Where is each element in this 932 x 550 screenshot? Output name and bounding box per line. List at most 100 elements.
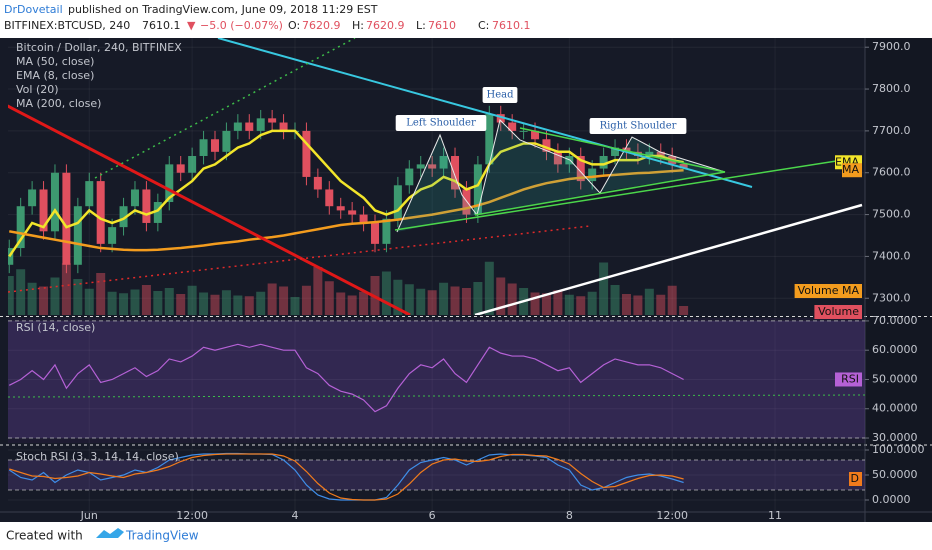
volume-bar xyxy=(221,290,231,315)
candle-body xyxy=(73,206,82,265)
trendline xyxy=(474,203,863,315)
axis-tag: Volume MA xyxy=(798,284,860,297)
pattern-outline xyxy=(396,119,726,233)
high-label: H: xyxy=(352,19,364,32)
trendline xyxy=(474,171,726,216)
candle-body xyxy=(16,206,25,249)
axis-tag: D xyxy=(851,472,859,485)
volume-bar xyxy=(541,293,551,315)
candle-body xyxy=(256,118,265,131)
axis-tag-bg xyxy=(849,472,862,486)
y-tick-label: 50.0000 xyxy=(872,372,918,385)
volume-bar xyxy=(610,285,620,315)
annotation: Right Shoulder xyxy=(600,121,677,132)
volume-bar xyxy=(130,289,140,315)
volume-bar xyxy=(141,285,151,315)
author[interactable]: DrDovetail xyxy=(4,3,63,16)
volume-bar xyxy=(656,294,666,315)
y-tick-label: 7900.0 xyxy=(872,40,911,53)
candle-body xyxy=(348,210,357,215)
y-tick-label: 70.0000 xyxy=(872,314,918,327)
y-tick-label: 7300.0 xyxy=(872,291,911,304)
volume-bar xyxy=(576,296,586,315)
volume-bar xyxy=(107,291,117,315)
trendline xyxy=(8,104,411,315)
series-line xyxy=(8,343,684,413)
volume-bar xyxy=(450,286,460,315)
y-tick-label: 30.0000 xyxy=(872,431,918,444)
candle-body xyxy=(210,139,219,152)
volume-bar xyxy=(347,295,357,315)
trendline xyxy=(8,225,591,293)
axis-tag: Volume xyxy=(818,305,859,318)
volume-bar xyxy=(587,291,597,315)
volume-bar xyxy=(621,294,631,315)
volume-bar xyxy=(27,282,37,315)
candle-body xyxy=(188,155,197,173)
candle-body xyxy=(336,206,345,211)
volume-bar xyxy=(359,291,369,315)
candle-body xyxy=(302,130,311,177)
candle-body xyxy=(359,214,368,223)
annotation: Head xyxy=(486,90,514,101)
candle-body xyxy=(405,168,414,186)
y-tick-label: 7600.0 xyxy=(872,166,911,179)
pane-title: Stoch RSI (3, 3, 14, 14, close) xyxy=(16,450,179,463)
candle-body xyxy=(268,118,277,123)
x-tick-label: 11 xyxy=(768,509,782,522)
candle-body xyxy=(622,147,631,152)
x-tick-label: 6 xyxy=(429,509,436,522)
trendline xyxy=(519,127,726,173)
volume-bar xyxy=(461,288,471,315)
annotation: Left Shoulder xyxy=(406,118,476,129)
low-value: 7610 xyxy=(428,19,456,32)
volume-bar xyxy=(164,288,174,315)
volume-bar xyxy=(564,294,574,315)
axis-tag-bg xyxy=(814,305,862,319)
rsi-pane-bg xyxy=(8,318,865,443)
legend-entry: Vol (20) xyxy=(16,83,59,96)
trendline xyxy=(94,38,356,179)
candle-body xyxy=(393,185,402,219)
candle-body xyxy=(439,155,448,169)
volume-bar xyxy=(50,277,60,315)
candle-body xyxy=(485,114,494,165)
annotation-box xyxy=(589,118,687,134)
marks xyxy=(8,38,865,512)
candle-body xyxy=(542,139,551,152)
y-tick-label: 60.0000 xyxy=(872,343,918,356)
volume-bar xyxy=(96,273,106,315)
published: published on TradingView.com, June 09, 2… xyxy=(68,3,378,16)
candle-body xyxy=(496,114,505,123)
legend-entry: EMA (8, close) xyxy=(16,69,94,82)
header: DrDovetail published on TradingView.com,… xyxy=(4,3,531,32)
change-arrow: ▼ xyxy=(187,19,196,32)
x-tick-label: 12:00 xyxy=(656,509,688,522)
volume-bar xyxy=(324,281,334,315)
candle-body xyxy=(119,206,128,228)
candle-body xyxy=(462,189,471,215)
candle-body xyxy=(679,163,688,169)
candle-body xyxy=(611,147,620,156)
y-tick-label: 7800.0 xyxy=(872,82,911,95)
annotation-box xyxy=(395,115,487,131)
volume-bar xyxy=(679,306,689,315)
annotation-box xyxy=(482,87,518,103)
volume-bar xyxy=(256,291,266,315)
candle-body xyxy=(508,122,517,131)
y-tick-label: 7700.0 xyxy=(872,124,911,137)
volume-bar xyxy=(290,297,300,315)
volume-bar xyxy=(484,261,494,315)
trendline xyxy=(394,156,863,231)
drawings xyxy=(8,38,863,315)
candle-body xyxy=(531,130,540,140)
high-value: 7620.9 xyxy=(366,19,405,32)
volume-bar xyxy=(530,292,540,315)
logo[interactable] xyxy=(96,528,124,538)
footer-brand[interactable]: TradingView xyxy=(125,529,199,543)
candle-body xyxy=(588,168,597,182)
candle-body xyxy=(451,155,460,190)
candle-body xyxy=(576,155,585,182)
price-axis-bg xyxy=(865,38,932,522)
